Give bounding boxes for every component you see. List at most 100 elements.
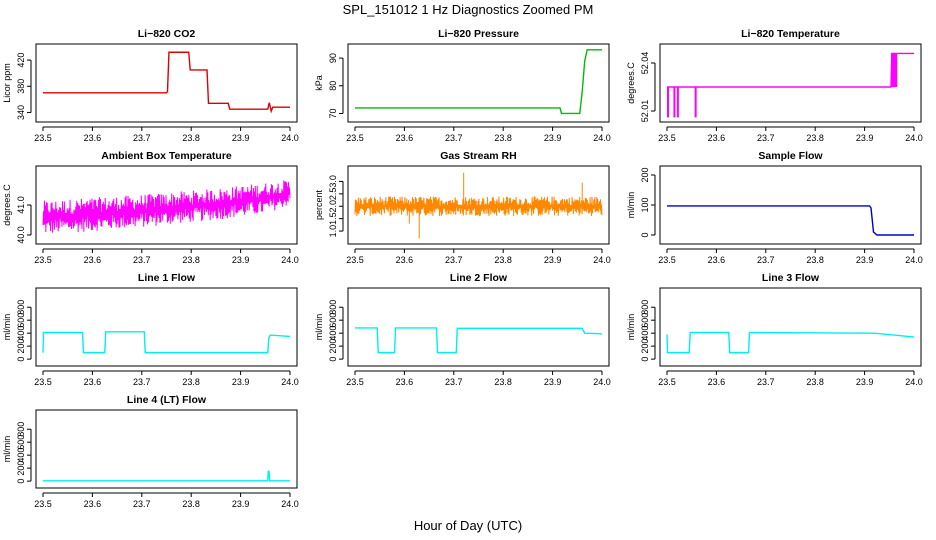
panel-title: Li−820 Pressure (438, 28, 519, 40)
x-tick-label: 23.9 (856, 133, 874, 143)
panel-title: Line 4 (LT) Flow (127, 394, 207, 406)
y-tick-label: 800 (640, 300, 650, 315)
series-line (666, 331, 915, 354)
series-line (43, 51, 290, 114)
x-tick-label: 23.9 (856, 377, 874, 387)
series-5 (354, 172, 603, 239)
x-tick-label: 23.5 (658, 377, 676, 387)
x-tick-label: 23.5 (34, 377, 52, 387)
y-tick-label: 100 (640, 197, 650, 212)
y-axis-label: percent (314, 189, 324, 220)
x-tick-label: 23.9 (544, 133, 562, 143)
y-tick-label: 380 (16, 79, 26, 94)
x-axis: 23.5 23.6 23.7 23.8 23.9 24.0 (658, 370, 923, 387)
x-tick-label: 23.8 (806, 255, 824, 265)
y-tick-label: 3.0 (328, 175, 338, 188)
plot-frame (347, 43, 610, 123)
y-tick-label: 340 (16, 105, 26, 120)
panel-10: Line 4 (LT) Flow 23.5 23.6 23.7 23.8 23.9 24.0… (2, 394, 299, 509)
x-tick-label: 23.5 (658, 133, 676, 143)
x-axis: 23.5 23.6 23.7 23.8 23.9 24.0 (658, 248, 923, 265)
x-tick-label: 24.0 (593, 377, 611, 387)
x-tick-label: 23.7 (445, 255, 463, 265)
x-tick-label: 24.0 (905, 255, 923, 265)
plot-frame (659, 43, 922, 123)
y-tick-label: 2.5 (328, 188, 338, 201)
x-axis: 23.5 23.6 23.7 23.8 23.9 24.0 (658, 126, 923, 143)
y-tick-label: 420 (16, 53, 26, 68)
x-tick-label: 23.5 (34, 499, 52, 509)
y-tick-label: 0 (16, 357, 26, 362)
panel-title: Ambient Box Temperature (101, 150, 232, 162)
plot-frame (347, 165, 610, 245)
y-axis-label: degrees.C (626, 62, 636, 104)
x-tick-label: 23.5 (658, 255, 676, 265)
series-1 (43, 51, 290, 114)
x-tick-label: 23.8 (494, 255, 512, 265)
x-tick-label: 23.8 (494, 377, 512, 387)
y-tick-label: 0 (16, 479, 26, 484)
y-axis-label: ml/min (314, 314, 324, 341)
panel-2: Li−820 Pressure 23.5 23.6 23.7 23.8 23.9 24.0 7… (314, 28, 611, 143)
x-axis: 23.5 23.6 23.7 23.8 23.9 24.0 (346, 248, 611, 265)
x-axis: 23.5 23.6 23.7 23.8 23.9 24.0 (346, 370, 611, 387)
panel-title: Line 3 Flow (762, 272, 820, 284)
panel-1: Li−820 CO2 23.5 23.6 23.7 23.8 23.9 24.0 340 380… (2, 28, 299, 143)
x-tick-label: 23.5 (34, 255, 52, 265)
x-tick-label: 23.7 (757, 377, 775, 387)
y-axis: 40.0 41.0 (16, 196, 32, 244)
y-axis-label: ml/min (626, 192, 636, 219)
x-tick-label: 23.9 (232, 377, 250, 387)
y-tick-label: 40.0 (16, 226, 26, 244)
y-tick-label: 70 (328, 108, 338, 118)
panel-8: Line 2 Flow 23.5 23.6 23.7 23.8 23.9 24.0 0 2004… (314, 272, 611, 387)
y-axis: 52.01 52.04 (640, 52, 656, 122)
x-tick-label: 23.8 (182, 377, 200, 387)
x-tick-label: 23.6 (84, 255, 102, 265)
y-tick-label: 0 (640, 357, 650, 362)
y-axis-label: ml/min (2, 436, 12, 463)
x-axis: 23.5 23.6 23.7 23.8 23.9 24.0 (34, 248, 299, 265)
series-line (42, 331, 291, 354)
x-tick-label: 24.0 (281, 377, 299, 387)
y-axis-label: degrees.C (2, 184, 12, 226)
x-tick-label: 23.9 (232, 499, 250, 509)
x-tick-label: 23.6 (708, 133, 726, 143)
x-tick-label: 24.0 (281, 499, 299, 509)
y-tick-label: 400 (328, 326, 338, 341)
x-tick-label: 24.0 (281, 255, 299, 265)
plot-frame (347, 287, 610, 367)
panel-title: Li−820 CO2 (138, 28, 196, 40)
x-tick-label: 23.8 (182, 133, 200, 143)
series-line (43, 470, 290, 482)
y-tick-label: 600 (640, 313, 650, 328)
x-tick-label: 23.8 (494, 133, 512, 143)
y-axis-label: ml/min (626, 314, 636, 341)
x-tick-label: 23.7 (133, 377, 151, 387)
panel-5: Gas Stream RH 23.5 23.6 23.7 23.8 23.9 24.0 1.0… (314, 150, 611, 265)
x-tick-label: 23.6 (396, 133, 414, 143)
series-6 (667, 205, 914, 236)
x-tick-label: 23.9 (232, 255, 250, 265)
y-tick-label: 600 (16, 435, 26, 450)
x-tick-label: 23.7 (133, 133, 151, 143)
plot-frame (35, 409, 298, 489)
y-tick-label: 400 (16, 326, 26, 341)
x-axis: 23.5 23.6 23.7 23.8 23.9 24.0 (34, 492, 299, 509)
panel-title: Sample Flow (758, 150, 823, 162)
x-tick-label: 23.9 (856, 255, 874, 265)
x-tick-label: 24.0 (905, 133, 923, 143)
panel-title: Gas Stream RH (440, 150, 516, 162)
y-axis: 0 100 200 (640, 167, 656, 238)
x-tick-label: 23.6 (708, 255, 726, 265)
x-tick-label: 23.9 (544, 255, 562, 265)
panel-title: Line 2 Flow (450, 272, 508, 284)
x-tick-label: 23.7 (757, 133, 775, 143)
x-tick-label: 23.5 (346, 377, 364, 387)
y-tick-label: 400 (16, 448, 26, 463)
panel-title: Li−820 Temperature (741, 28, 840, 40)
